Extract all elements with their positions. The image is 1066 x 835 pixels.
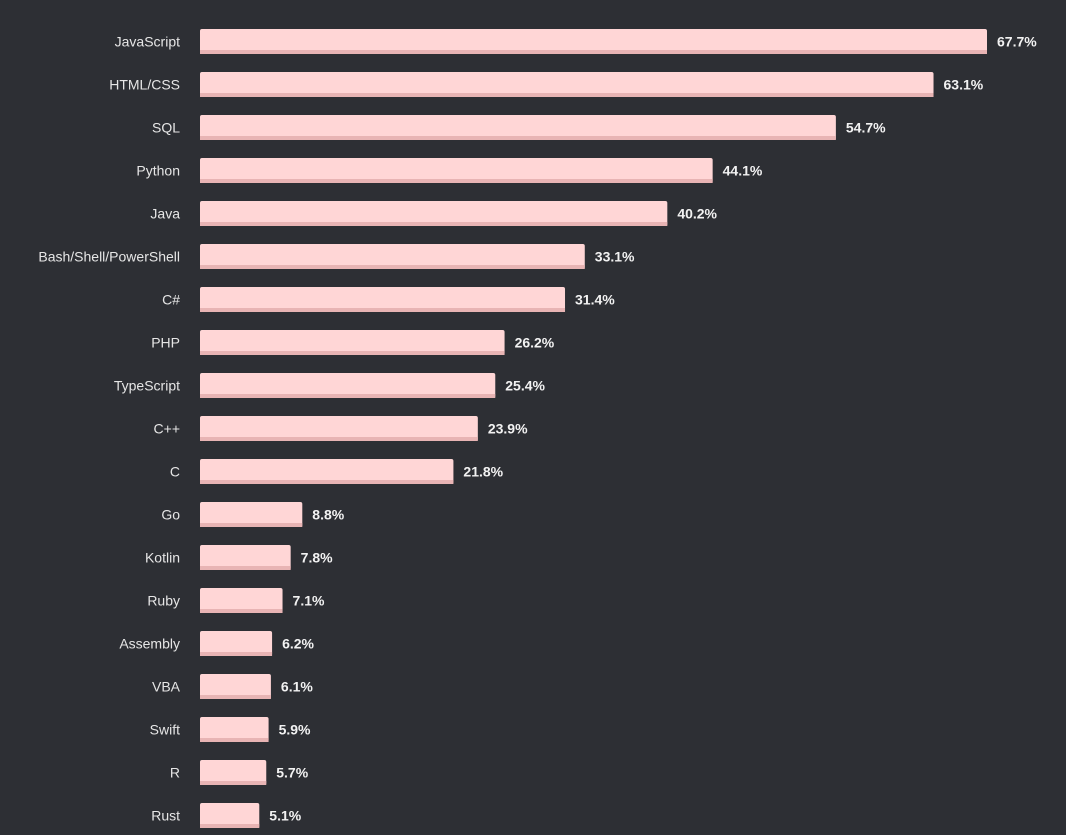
bar-fill [200, 803, 260, 828]
bar-shadow [200, 93, 934, 97]
value-label: 67.7% [997, 34, 1037, 50]
bar-1 [200, 72, 934, 97]
bar-fill [200, 244, 585, 269]
category-label: HTML/CSS [109, 77, 180, 93]
bar-shadow [200, 738, 269, 742]
value-label: 26.2% [515, 335, 555, 351]
bar-fill [200, 29, 987, 54]
bar-shadow [200, 351, 505, 355]
category-label: Rust [151, 808, 180, 824]
bar-9 [200, 416, 478, 441]
bar-4 [200, 201, 668, 226]
bar-shadow [200, 437, 478, 441]
category-label: TypeScript [114, 378, 180, 394]
bar-13 [200, 588, 283, 613]
bar-fill [200, 72, 934, 97]
value-label: 7.8% [301, 550, 333, 566]
value-label: 33.1% [595, 249, 635, 265]
bar-0 [200, 29, 987, 54]
bar-12 [200, 545, 291, 570]
bar-5 [200, 244, 585, 269]
value-label: 8.8% [312, 507, 344, 523]
bar-fill [200, 760, 267, 785]
category-label: Ruby [147, 593, 180, 609]
category-label: Kotlin [145, 550, 180, 566]
bar-shadow [200, 695, 271, 699]
category-label: JavaScript [115, 34, 180, 50]
bar-17 [200, 760, 267, 785]
bar-fill [200, 588, 283, 613]
bar-fill [200, 158, 713, 183]
value-label: 21.8% [463, 464, 503, 480]
category-label: Go [161, 507, 180, 523]
category-label: C [170, 464, 180, 480]
bar-shadow [200, 566, 291, 570]
bar-10 [200, 459, 454, 484]
category-label: VBA [152, 679, 181, 695]
bar-2 [200, 115, 836, 140]
category-label: Bash/Shell/PowerShell [38, 249, 180, 265]
bar-fill [200, 545, 291, 570]
bar-fill [200, 502, 303, 527]
value-label: 31.4% [575, 292, 615, 308]
bar-shadow [200, 308, 566, 312]
bar-shadow [200, 652, 273, 656]
bar-16 [200, 717, 269, 742]
category-label: C++ [154, 421, 180, 437]
bar-shadow [200, 50, 987, 54]
category-label: SQL [152, 120, 180, 136]
category-label: Python [136, 163, 180, 179]
bar-shadow [200, 179, 713, 183]
bar-7 [200, 330, 505, 355]
bar-shadow [200, 523, 303, 527]
bar-shadow [200, 394, 496, 398]
bar-shadow [200, 136, 836, 140]
bar-shadow [200, 781, 267, 785]
bar-11 [200, 502, 303, 527]
value-label: 23.9% [488, 421, 528, 437]
value-label: 63.1% [944, 77, 984, 93]
value-label: 5.7% [276, 765, 308, 781]
value-label: 5.1% [269, 808, 301, 824]
bar-3 [200, 158, 713, 183]
value-label: 44.1% [723, 163, 763, 179]
value-label: 25.4% [505, 378, 545, 394]
bar-18 [200, 803, 260, 828]
bar-shadow [200, 824, 260, 828]
bar-fill [200, 717, 269, 742]
bar-fill [200, 330, 505, 355]
category-label: R [170, 765, 180, 781]
bar-fill [200, 115, 836, 140]
value-label: 7.1% [293, 593, 325, 609]
bar-fill [200, 287, 566, 312]
category-label: Java [150, 206, 180, 222]
category-label: Swift [150, 722, 180, 738]
category-label: PHP [151, 335, 180, 351]
value-label: 6.1% [281, 679, 313, 695]
bar-shadow [200, 265, 585, 269]
bar-14 [200, 631, 273, 656]
category-label: Assembly [119, 636, 180, 652]
bar-15 [200, 674, 271, 699]
value-label: 54.7% [846, 120, 886, 136]
bar-fill [200, 631, 273, 656]
bar-fill [200, 201, 668, 226]
bar-shadow [200, 609, 283, 613]
bar-8 [200, 373, 496, 398]
bar-fill [200, 373, 496, 398]
bar-fill [200, 674, 271, 699]
bar-fill [200, 416, 478, 441]
bar-shadow [200, 222, 668, 226]
value-label: 40.2% [677, 206, 717, 222]
bar-fill [200, 459, 454, 484]
category-label: C# [162, 292, 180, 308]
bar-6 [200, 287, 566, 312]
value-label: 5.9% [279, 722, 311, 738]
bar-shadow [200, 480, 454, 484]
value-label: 6.2% [282, 636, 314, 652]
